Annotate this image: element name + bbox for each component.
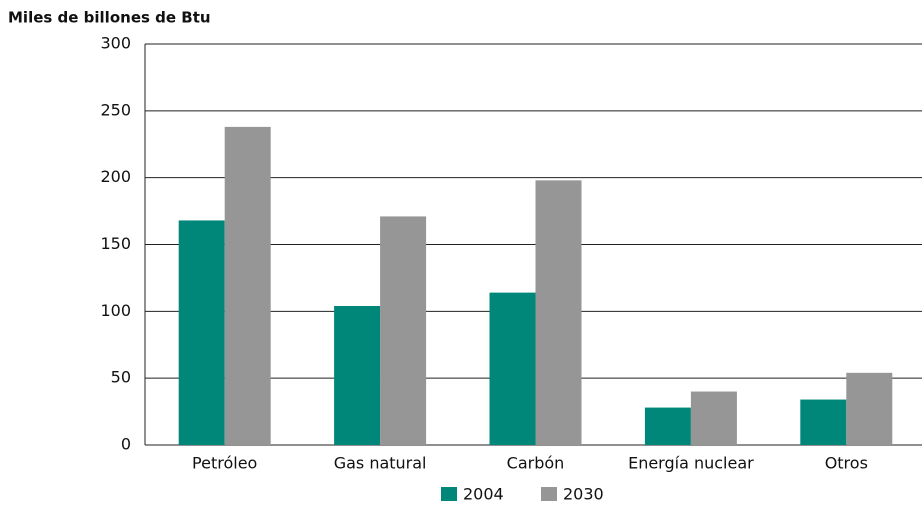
x-tick-label: Energía nuclear bbox=[628, 454, 754, 473]
y-tick-label: 150 bbox=[100, 234, 131, 253]
y-tick-label: 300 bbox=[100, 34, 131, 53]
bar bbox=[380, 216, 427, 445]
bar bbox=[489, 292, 536, 445]
x-tick-label: Otros bbox=[825, 454, 868, 473]
legend-label: 2030 bbox=[563, 485, 604, 504]
y-tick-label: 200 bbox=[100, 167, 131, 186]
bar bbox=[846, 372, 893, 445]
y-tick-label: 100 bbox=[100, 301, 131, 320]
bar bbox=[224, 126, 271, 445]
bar bbox=[644, 407, 691, 445]
bar bbox=[535, 180, 582, 445]
y-axis-label: Miles de billones de Btu bbox=[8, 9, 211, 27]
bar bbox=[334, 305, 381, 445]
legend-label: 2004 bbox=[463, 485, 504, 504]
y-tick-label: 250 bbox=[100, 100, 131, 119]
x-tick-label: Petróleo bbox=[192, 454, 257, 473]
x-tick-label: Carbón bbox=[507, 454, 565, 473]
bar bbox=[178, 220, 225, 445]
y-tick-label: 0 bbox=[121, 435, 131, 454]
y-tick-label: 50 bbox=[111, 368, 131, 387]
x-tick-label: Gas natural bbox=[334, 454, 427, 473]
legend-swatch bbox=[541, 487, 557, 501]
bar bbox=[690, 391, 737, 445]
legend-swatch bbox=[441, 487, 457, 501]
bar bbox=[800, 399, 847, 445]
